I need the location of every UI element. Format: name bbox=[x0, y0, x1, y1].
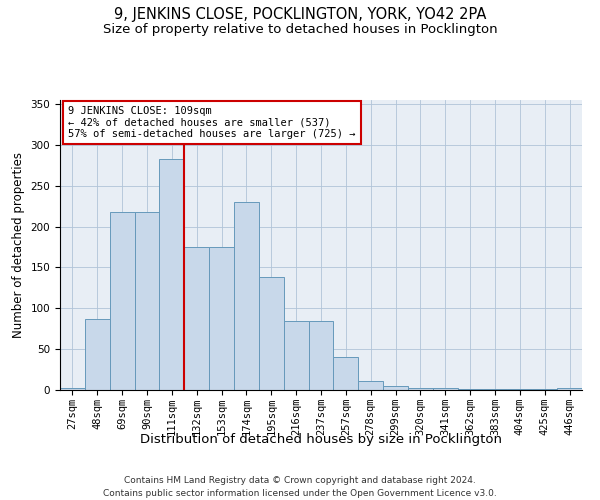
Text: 9 JENKINS CLOSE: 109sqm
← 42% of detached houses are smaller (537)
57% of semi-d: 9 JENKINS CLOSE: 109sqm ← 42% of detache… bbox=[68, 106, 355, 139]
Bar bbox=[358, 381, 383, 390]
Bar bbox=[433, 388, 458, 390]
Bar bbox=[383, 386, 408, 390]
Bar bbox=[284, 320, 308, 390]
Bar bbox=[259, 278, 284, 390]
Bar bbox=[160, 159, 184, 390]
Bar bbox=[408, 388, 433, 390]
Bar bbox=[85, 319, 110, 390]
Text: 9, JENKINS CLOSE, POCKLINGTON, YORK, YO42 2PA: 9, JENKINS CLOSE, POCKLINGTON, YORK, YO4… bbox=[114, 8, 486, 22]
Bar bbox=[110, 212, 134, 390]
Bar bbox=[508, 389, 532, 390]
Bar bbox=[557, 388, 582, 390]
Text: Contains HM Land Registry data © Crown copyright and database right 2024.
Contai: Contains HM Land Registry data © Crown c… bbox=[103, 476, 497, 498]
Bar bbox=[184, 247, 209, 390]
Bar bbox=[308, 320, 334, 390]
Bar bbox=[234, 202, 259, 390]
Bar bbox=[334, 358, 358, 390]
Text: Distribution of detached houses by size in Pocklington: Distribution of detached houses by size … bbox=[140, 432, 502, 446]
Bar bbox=[209, 247, 234, 390]
Bar bbox=[458, 389, 482, 390]
Y-axis label: Number of detached properties: Number of detached properties bbox=[12, 152, 25, 338]
Bar bbox=[482, 389, 508, 390]
Bar bbox=[60, 388, 85, 390]
Text: Size of property relative to detached houses in Pocklington: Size of property relative to detached ho… bbox=[103, 22, 497, 36]
Bar bbox=[532, 389, 557, 390]
Bar bbox=[134, 212, 160, 390]
